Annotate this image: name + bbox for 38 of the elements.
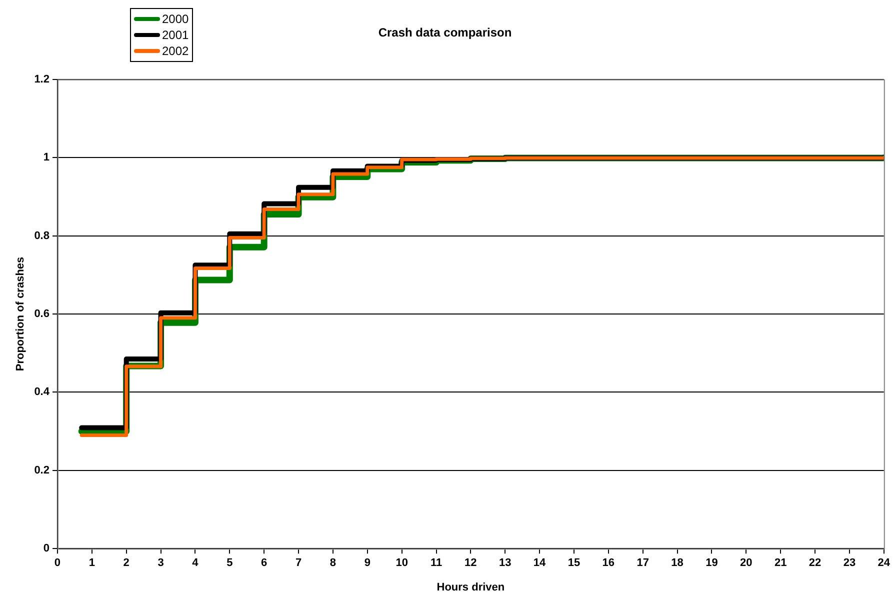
x-tick-label: 22 <box>808 557 822 570</box>
x-tick-label: 7 <box>295 557 302 570</box>
x-tick-label: 17 <box>636 557 649 570</box>
x-tick-label: 6 <box>261 557 268 570</box>
x-tick-label: 8 <box>330 557 336 570</box>
x-tick-label: 13 <box>498 557 512 570</box>
x-tick-label: 4 <box>192 557 200 570</box>
x-tick-label: 12 <box>464 557 477 570</box>
x-tick-label: 19 <box>706 557 718 570</box>
x-tick-label: 1 <box>88 557 95 570</box>
x-tick-label: 2 <box>123 557 130 570</box>
x-tick-label: 23 <box>843 557 856 570</box>
y-tick-label: 0.8 <box>34 230 50 242</box>
x-tick-label: 14 <box>533 557 547 570</box>
y-tick-label: 0.2 <box>34 464 50 476</box>
x-tick-label: 3 <box>158 557 164 570</box>
y-tick-label: 0.6 <box>34 308 50 320</box>
x-tick-label: 11 <box>430 557 442 570</box>
x-tick-label: 18 <box>671 557 684 570</box>
legend-label: 2000 <box>162 11 189 27</box>
y-tick-label: 0 <box>43 542 50 555</box>
x-tick-label: 24 <box>878 557 891 570</box>
y-tick-label: 1 <box>43 152 50 164</box>
x-tick-label: 15 <box>568 557 580 570</box>
x-tick-label: 21 <box>774 557 787 570</box>
x-tick-label: 10 <box>396 557 408 570</box>
chart-title: Crash data comparison <box>378 26 512 40</box>
y-axis-title: Proportion of crashes <box>14 256 27 372</box>
legend-label: 2001 <box>162 27 189 43</box>
x-tick-label: 16 <box>602 557 615 570</box>
legend-label: 2002 <box>162 43 189 59</box>
x-tick-label: 5 <box>226 557 233 570</box>
x-tick-label: 20 <box>740 557 752 570</box>
y-tick-label: 1.2 <box>34 73 50 86</box>
x-tick-label: 0 <box>54 557 61 570</box>
x-tick-label: 9 <box>364 557 370 570</box>
y-tick-label: 0.4 <box>34 386 50 398</box>
x-axis-title: Hours driven <box>436 581 505 594</box>
